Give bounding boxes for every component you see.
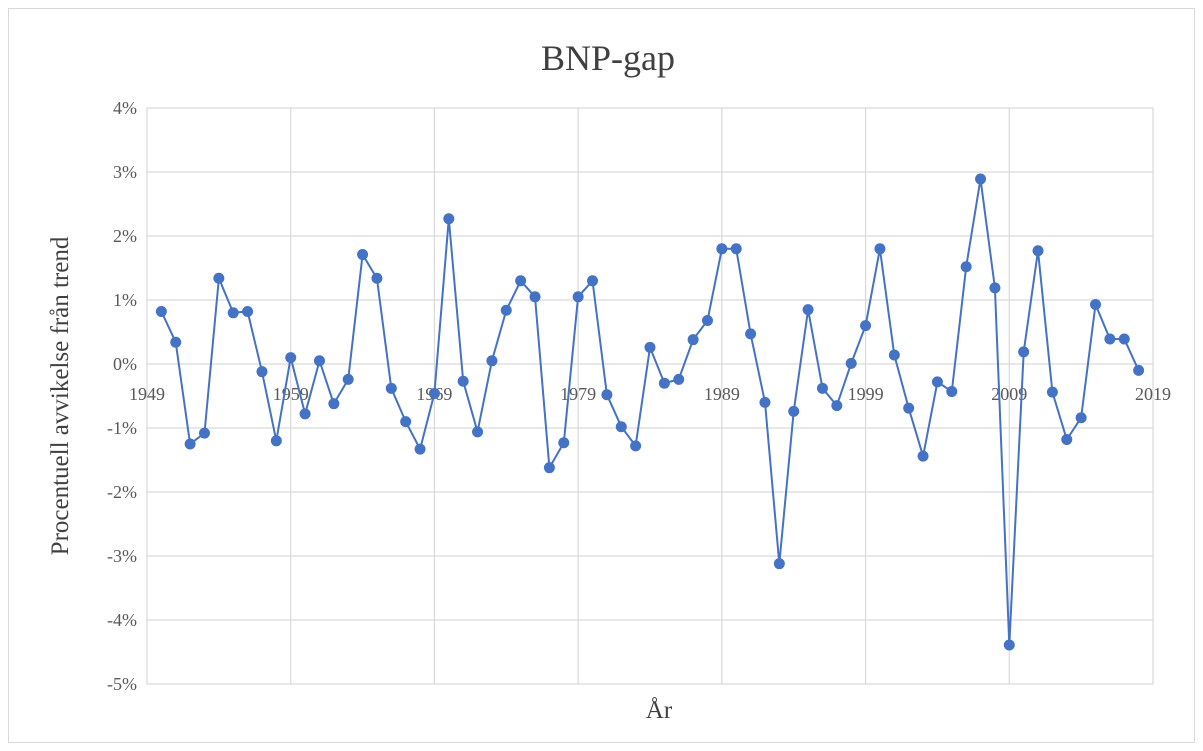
- data-point: [1075, 412, 1087, 424]
- y-tick-label: -4%: [107, 610, 137, 630]
- data-point: [170, 336, 182, 348]
- y-tick-label: 0%: [113, 354, 137, 374]
- data-point: [400, 416, 412, 428]
- data-point: [213, 272, 225, 284]
- y-tick-label: -5%: [107, 674, 137, 694]
- data-point: [227, 307, 239, 319]
- data-point: [1090, 298, 1102, 310]
- data-point: [1032, 245, 1044, 257]
- data-point: [701, 314, 713, 326]
- y-tick-label: 2%: [113, 226, 137, 246]
- data-point: [615, 421, 627, 433]
- data-point: [299, 408, 311, 420]
- data-point: [328, 398, 340, 410]
- gridlines: [146, 107, 1154, 685]
- data-point: [1104, 333, 1116, 345]
- data-point: [658, 377, 670, 389]
- x-axis-ticks: 19491959196919791989199920092019: [129, 384, 1171, 404]
- data-point: [198, 427, 210, 439]
- data-point: [1003, 639, 1015, 651]
- data-point: [960, 261, 972, 273]
- data-point: [630, 440, 642, 452]
- data-point: [558, 437, 570, 449]
- data-point: [155, 306, 167, 318]
- data-point: [773, 558, 785, 570]
- data-point: [888, 349, 900, 361]
- x-tick-label: 1949: [129, 384, 165, 404]
- x-axis-title: År: [646, 697, 673, 724]
- chart-title: BNP-gap: [541, 38, 675, 78]
- y-tick-label: 1%: [113, 290, 137, 310]
- y-tick-label: -1%: [107, 418, 137, 438]
- y-tick-label: 3%: [113, 162, 137, 182]
- data-point: [989, 282, 1001, 294]
- data-point: [472, 426, 484, 438]
- data-point: [816, 382, 828, 394]
- data-point: [802, 304, 814, 316]
- data-point: [644, 341, 656, 353]
- y-tick-label: 4%: [113, 98, 137, 118]
- data-point: [601, 389, 613, 401]
- data-point: [529, 291, 541, 303]
- data-point: [572, 291, 584, 303]
- x-tick-label: 1979: [560, 384, 596, 404]
- y-axis-ticks: 4% 3% 2% 1% 0% -1% -2% -3% -4% -5%: [107, 98, 137, 694]
- data-point: [860, 320, 872, 332]
- data-point: [975, 173, 987, 185]
- data-point: [486, 355, 498, 367]
- data-point: [917, 450, 929, 462]
- data-point: [270, 435, 282, 447]
- y-tick-label: -2%: [107, 482, 137, 502]
- x-tick-label: 1989: [704, 384, 740, 404]
- data-point: [831, 400, 843, 412]
- data-point: [845, 357, 857, 369]
- data-point: [500, 304, 512, 316]
- data-point: [285, 352, 297, 364]
- data-point: [371, 272, 383, 284]
- data-point: [357, 249, 369, 261]
- data-point: [716, 243, 728, 255]
- data-point: [1018, 346, 1030, 358]
- y-axis-title: Procentuell avvikelse från trend: [47, 236, 74, 555]
- data-point: [342, 373, 354, 385]
- data-series: [155, 173, 1145, 651]
- data-point: [443, 213, 455, 225]
- data-point: [1061, 434, 1073, 446]
- data-point: [759, 396, 771, 408]
- data-point: [428, 387, 440, 399]
- data-point: [587, 275, 599, 287]
- data-point: [414, 443, 426, 455]
- x-tick-label: 1959: [273, 384, 309, 404]
- data-point: [745, 328, 757, 340]
- data-point: [1133, 364, 1145, 376]
- data-point: [931, 376, 943, 388]
- data-point: [874, 243, 886, 255]
- data-point: [788, 405, 800, 417]
- data-point: [457, 375, 469, 387]
- data-point: [1046, 386, 1058, 398]
- data-point: [946, 386, 958, 398]
- data-point: [730, 243, 742, 255]
- data-point: [242, 306, 254, 318]
- data-point: [256, 366, 268, 378]
- data-point: [1118, 333, 1130, 345]
- data-point: [687, 334, 699, 346]
- data-point: [903, 402, 915, 414]
- data-point: [515, 275, 527, 287]
- x-tick-label: 2019: [1135, 384, 1171, 404]
- data-point: [184, 438, 196, 450]
- x-tick-label: 1999: [848, 384, 884, 404]
- data-point: [313, 355, 325, 367]
- y-tick-label: -3%: [107, 546, 137, 566]
- data-point: [385, 382, 397, 394]
- data-point: [543, 462, 555, 474]
- data-point: [673, 373, 685, 385]
